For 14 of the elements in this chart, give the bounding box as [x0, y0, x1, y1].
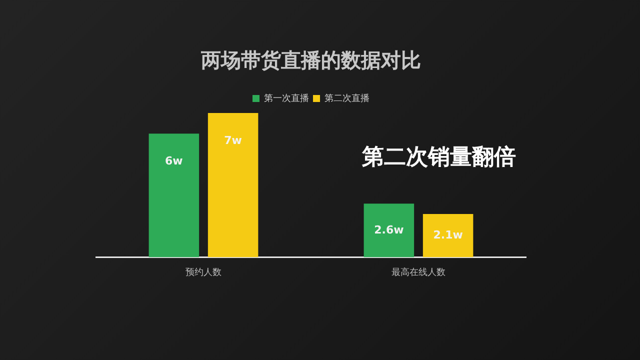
annotation: 第二次销量翻倍	[362, 144, 516, 172]
bar	[422, 214, 474, 258]
bar	[364, 204, 414, 258]
bar	[148, 134, 200, 258]
chart-title: 两场带货直播的数据对比	[200, 48, 421, 72]
data-label: 2.6w	[374, 223, 404, 236]
data-label: 7w	[224, 134, 242, 147]
x-tick-label: 最高在线人数	[392, 266, 446, 278]
legend-label: 第一次直播	[264, 92, 309, 104]
data-label: 2.1w	[433, 228, 463, 242]
bar	[208, 113, 258, 258]
data-label: 6w	[165, 154, 183, 168]
x-tick-label: 预约人数	[186, 266, 222, 278]
legend-label: 第二次直播	[324, 92, 370, 104]
